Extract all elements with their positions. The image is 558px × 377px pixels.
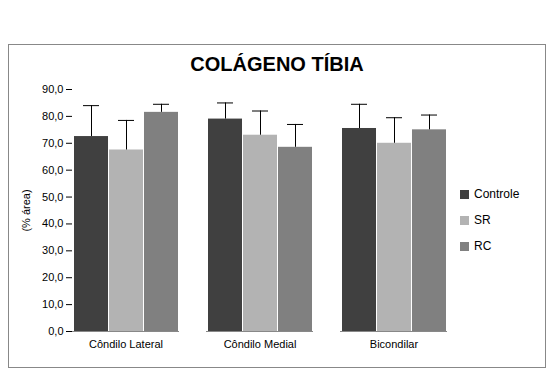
svg-text:10,0: 10,0 xyxy=(42,298,63,310)
svg-text:80,0: 80,0 xyxy=(42,110,63,122)
svg-text:Côndilo Medial: Côndilo Medial xyxy=(224,338,297,350)
svg-text:50,0: 50,0 xyxy=(42,191,63,203)
svg-text:Côndilo Lateral: Côndilo Lateral xyxy=(89,338,163,350)
svg-text:40,0: 40,0 xyxy=(42,217,63,229)
svg-text:Bicondilar: Bicondilar xyxy=(370,338,419,350)
svg-text:90,0: 90,0 xyxy=(42,83,63,95)
html-text:SR: SR xyxy=(474,213,491,227)
svg-text:(% área): (% área) xyxy=(20,189,32,231)
html-text:Controle: Controle xyxy=(474,187,520,201)
svg-text:70,0: 70,0 xyxy=(42,137,63,149)
svg-text:0,0: 0,0 xyxy=(48,325,63,337)
html-text:RC: RC xyxy=(474,239,492,253)
svg-text:20,0: 20,0 xyxy=(42,271,63,283)
html-text:COLÁGENO TÍBIA: COLÁGENO TÍBIA xyxy=(190,53,364,75)
svg-text:60,0: 60,0 xyxy=(42,164,63,176)
svg-text:30,0: 30,0 xyxy=(42,244,63,256)
